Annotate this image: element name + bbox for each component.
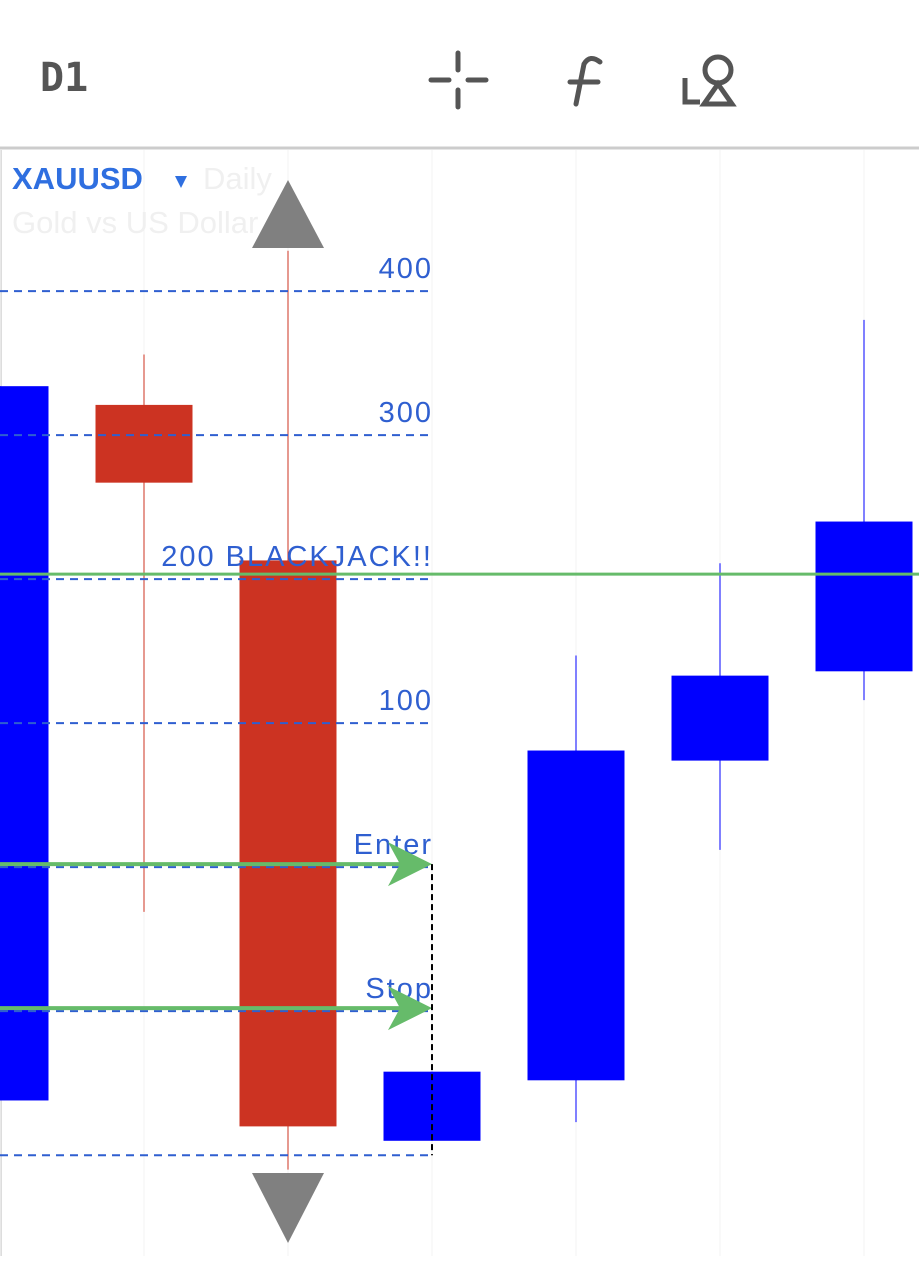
symbol-dropdown[interactable] <box>175 176 187 188</box>
trade-arrow-head <box>388 986 432 1031</box>
toolbar <box>0 0 919 148</box>
candle-body <box>527 750 625 1081</box>
level-label: Enter <box>354 829 433 861</box>
description: Gold vs US Dollar <box>12 205 258 240</box>
level-label: 200 BLACKJACK!! <box>161 541 433 573</box>
candle-body <box>95 404 193 483</box>
candle-body <box>239 560 337 1127</box>
objects-icon[interactable] <box>682 54 737 107</box>
overflow-up-marker <box>252 180 324 248</box>
trade-arrow-head <box>388 842 432 887</box>
symbol[interactable]: XAUUSD <box>12 161 143 196</box>
candle-body <box>671 675 769 761</box>
period: Daily <box>203 161 272 196</box>
indicator-icon[interactable] <box>567 56 603 107</box>
level-label: 400 <box>379 253 433 285</box>
candle-body <box>815 521 913 672</box>
level-label: 300 <box>379 397 433 429</box>
crosshair-icon[interactable] <box>428 50 489 110</box>
candle-body <box>0 386 49 1101</box>
overflow-down-marker <box>252 1173 324 1243</box>
timeframe[interactable]: D1 <box>40 55 88 101</box>
level-label: 100 <box>379 685 433 717</box>
